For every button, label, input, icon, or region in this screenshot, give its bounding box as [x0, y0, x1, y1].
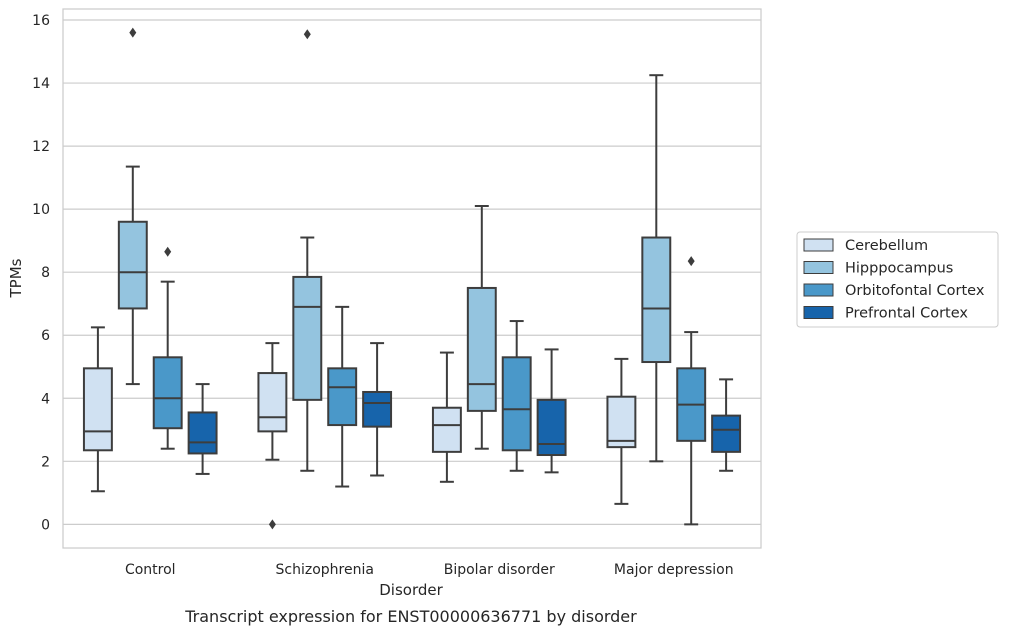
legend-swatch [803, 261, 834, 274]
x-tick-labels: Control Schizophrenia Bipolar disorder Majo… [125, 562, 734, 578]
box-plot [466, 205, 497, 450]
legend-items: Cerebellum Hipppocampus Orbitofontal Corte… [803, 238, 985, 322]
box-plot [536, 348, 567, 474]
iqr-box [187, 411, 218, 455]
outlier-point [687, 256, 695, 267]
y-tick-label: 16 [32, 13, 50, 29]
box-plot [152, 246, 183, 450]
legend-swatch [803, 238, 834, 252]
iqr-box [466, 286, 497, 412]
iqr-box [292, 275, 323, 401]
iqr-box [117, 220, 148, 310]
iqr-box [641, 236, 672, 364]
y-tick-label: 2 [41, 454, 50, 470]
y-tick-label: 0 [41, 517, 50, 533]
legend-label: Prefrontal Cortex [845, 306, 968, 322]
box-plot [187, 383, 218, 475]
legend-label: Orbitofontal Cortex [845, 283, 985, 299]
y-tick-label: 12 [32, 139, 50, 155]
iqr-box [501, 356, 532, 452]
outlier-point [303, 29, 311, 40]
box-plot [676, 256, 707, 526]
box-plot [292, 29, 323, 472]
y-axis-title: TPMs [7, 258, 25, 298]
outlier-point [268, 519, 276, 530]
outlier-point [164, 246, 172, 257]
legend-label: Hipppocampus [845, 261, 953, 277]
iqr-box [152, 356, 183, 430]
y-tick-label: 10 [32, 202, 50, 218]
x-tick-label: Schizophrenia [276, 562, 374, 578]
x-tick-label: Control [125, 562, 176, 578]
box-plot [501, 320, 532, 472]
box-plot [82, 326, 113, 493]
boxes-layer [82, 27, 742, 530]
legend-swatch [803, 283, 834, 297]
x-tick-label: Bipolar disorder [444, 562, 555, 578]
box-plot [117, 27, 148, 386]
y-tick-labels: 0 2 4 6 8 10 12 14 16 [32, 13, 50, 533]
plot-frame [62, 8, 762, 549]
box-plot [606, 357, 637, 505]
iqr-box [327, 367, 358, 427]
y-tick-label: 6 [41, 328, 50, 344]
box-plot [711, 378, 742, 472]
box-plot [327, 305, 358, 488]
box-plot [362, 342, 393, 477]
box-plot [431, 351, 462, 483]
legend-swatch [803, 306, 834, 319]
y-tick-label: 14 [32, 76, 50, 92]
legend-label: Cerebellum [845, 238, 928, 254]
y-tick-label: 4 [41, 391, 50, 407]
iqr-box [711, 414, 742, 453]
iqr-box [82, 367, 113, 452]
x-tick-label: Major depression [614, 562, 734, 578]
legend-frame [796, 231, 999, 328]
iqr-box [362, 390, 393, 428]
legend: Cerebellum Hipppocampus Orbitofontal Corte… [796, 231, 999, 328]
iqr-box [536, 398, 567, 457]
iqr-box [257, 372, 288, 433]
outlier-point [129, 27, 137, 38]
iqr-box [431, 406, 462, 453]
chart-caption: Transcript expression for ENST0000063677… [184, 607, 637, 626]
iqr-box [606, 395, 637, 449]
x-axis-title: Disorder [379, 581, 443, 599]
y-tick-label: 8 [41, 265, 50, 281]
box-plot [641, 74, 672, 463]
box-plot [257, 342, 288, 530]
